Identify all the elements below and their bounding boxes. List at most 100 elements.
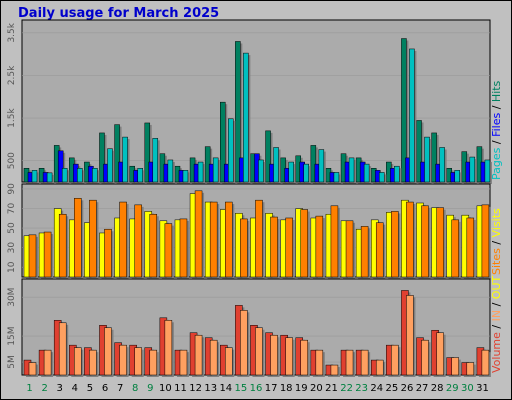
bar-pages-10 [167,159,174,183]
bar-sites-20 [315,215,324,278]
x-tick-label: 5 [87,383,93,394]
bar-in-out-5 [89,349,97,376]
y-tick-label: 70 [7,202,17,214]
bar-pages-11 [182,170,189,183]
legend-entry: Visits [490,208,503,237]
x-tick-label: 9 [147,383,153,394]
bar-in-out-2 [43,349,52,376]
bar-sites-26 [406,201,414,278]
x-tick-label: 26 [401,383,414,394]
x-tick-label: 18 [280,383,293,394]
bar-pages-5 [92,168,98,183]
bar-sites-4 [74,198,82,278]
bar-in-out-1 [28,362,37,376]
bar-in-out-14 [225,347,233,376]
bar-sites-29 [451,219,459,278]
bar-pages-2 [46,172,53,183]
x-tick-label: 8 [132,383,138,394]
y-tick-label: 1.5k [7,108,17,128]
bar-sites-17 [270,216,278,278]
bar-pages-24 [378,172,385,183]
y-tick-label: 500 [7,152,17,169]
bar-in-out-11 [179,349,188,376]
bar-sites-14 [225,201,233,278]
bar-pages-7 [122,136,128,183]
bar-pages-8 [137,168,143,183]
bar-pages-6 [107,148,113,183]
bar-in-out-27 [421,339,429,376]
legend-entry: Sites [490,248,503,275]
bar-hits-14 [220,101,226,183]
bar-pages-19 [303,163,309,183]
bar-sites-31 [481,204,490,278]
x-tick-label: 27 [416,383,429,394]
y-tick-label: 90 [7,183,17,195]
bar-sites-10 [164,223,173,278]
x-tick-label: 10 [159,383,172,394]
bar-in-out-31 [481,349,490,376]
x-tick-label: 13 [204,383,217,394]
y-tick-label: 10 [7,261,17,273]
y-tick-label: 3.5k [7,22,17,42]
bar-sites-23 [360,226,369,278]
bar-sites-30 [466,217,475,278]
bar-hits-28 [431,132,437,183]
bar-sites-15 [240,218,248,278]
bar-in-out-19 [300,339,308,376]
bar-pages-27 [424,136,430,183]
bar-in-out-7 [119,344,127,376]
bar-hits-17 [265,130,271,183]
bar-sites-1 [28,234,37,278]
bar-pages-26 [409,48,415,183]
series-legend-hits-files-pages: Pages / Files / Hits [490,80,503,180]
bar-in-out-6 [104,327,112,376]
bar-sites-11 [179,218,188,278]
x-tick-label: 7 [117,383,123,394]
x-tick-label: 28 [431,383,444,394]
bar-pages-3 [61,168,68,183]
bar-sites-3 [58,213,67,278]
bar-pages-14 [228,118,234,183]
x-tick-label: 2 [41,383,47,394]
bar-pages-23 [363,163,370,183]
x-tick-label: 24 [370,383,383,394]
x-tick-label: 23 [355,383,368,394]
y-tick-label: 5M [7,355,17,369]
chart-title: Daily usage for March 2025 [18,6,220,21]
series-legend-volume: Volume / IN / OUT [490,275,503,373]
legend-entry: / [490,137,503,148]
legend-entry: / [490,321,503,332]
bar-sites-25 [391,211,399,278]
bar-sites-7 [119,201,127,278]
x-tick-label: 15 [235,383,248,394]
bar-in-out-4 [74,347,82,376]
x-tick-label: 21 [325,383,338,394]
y-tick-label: 30 [7,242,17,254]
bar-in-out-22 [345,349,354,376]
bar-in-out-21 [330,364,339,376]
bar-pages-18 [288,161,294,183]
bar-pages-12 [197,161,204,183]
x-tick-label: 6 [102,383,108,394]
bar-in-out-20 [315,349,324,376]
bar-hits-26 [401,38,407,183]
bar-pages-9 [152,138,159,183]
x-tick-label: 30 [461,383,474,394]
bar-pages-21 [333,172,340,183]
bar-sites-8 [134,204,142,278]
legend-entry: / [490,102,503,113]
legend-entry: Volume [490,332,503,373]
bar-in-out-13 [209,339,218,376]
bar-sites-21 [330,205,339,278]
bar-in-out-8 [134,347,142,376]
legend-entry: Pages [490,147,503,180]
legend-entry: Hits [490,80,503,102]
bar-pages-28 [439,147,445,183]
x-tick-label: 22 [340,383,353,394]
bar-hits-7 [114,124,120,183]
bar-pages-1 [31,170,38,183]
bar-in-out-16 [255,327,263,376]
bar-sites-27 [421,205,429,278]
bar-in-out-24 [375,359,384,376]
